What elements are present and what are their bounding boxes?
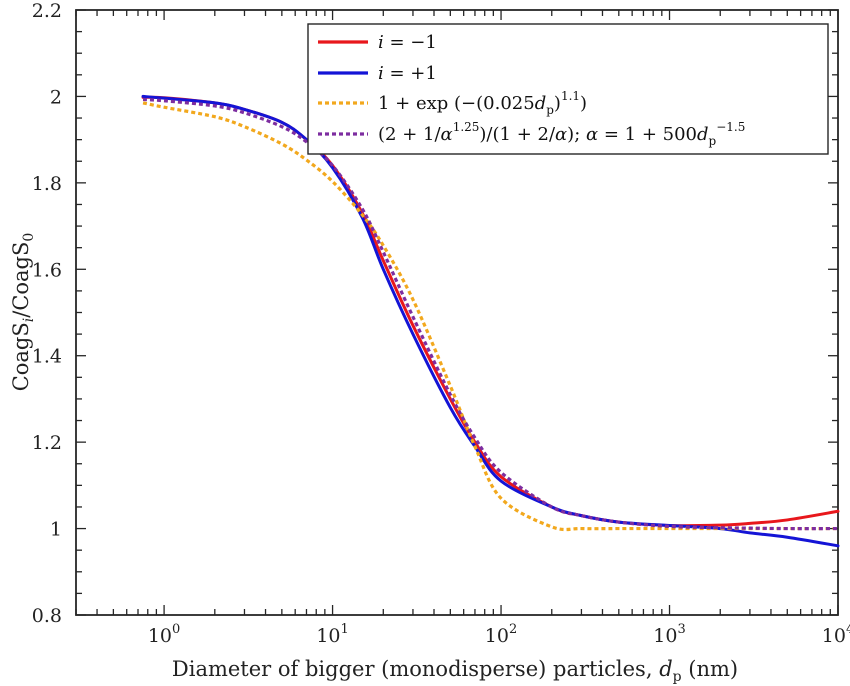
legend-label-part: 1 + exp (−(0.025 bbox=[378, 93, 535, 114]
x-tick-label-base: 10 bbox=[485, 625, 509, 647]
legend-label-part: i bbox=[378, 63, 384, 84]
y-axis-title-subscript-i: i bbox=[21, 318, 37, 322]
legend-label-part: ); bbox=[567, 124, 586, 145]
series-line-1 bbox=[141, 95, 840, 528]
x-axis-title-text: Diameter of bigger (monodisperse) partic… bbox=[172, 657, 659, 681]
legend-label-part: (2 + 1/ bbox=[378, 124, 441, 145]
x-tick-label-exponent: 3 bbox=[677, 622, 685, 637]
y-tick-label: 1.4 bbox=[32, 346, 62, 368]
x-tick-label-base: 10 bbox=[316, 625, 340, 647]
legend-label-part: ) bbox=[580, 93, 587, 114]
x-axis-ticks: 100101102103104 bbox=[75, 10, 850, 647]
x-tick-label-exponent: 2 bbox=[509, 622, 517, 637]
legend-label-3: 1 + exp (−(0.025dp)1.1) bbox=[378, 89, 587, 117]
legend: i = −1i = +11 + exp (−(0.025dp)1.1)(2 + … bbox=[307, 23, 829, 155]
legend-box bbox=[307, 23, 829, 155]
x-tick-label-exponent: 0 bbox=[172, 622, 180, 637]
legend-label-part: )/(1 + 2/ bbox=[479, 124, 556, 145]
legend-label-part: p bbox=[546, 103, 554, 117]
x-tick-label-base: 10 bbox=[653, 625, 677, 647]
legend-label-part: = −1 bbox=[384, 32, 437, 53]
legend-label-part: α bbox=[441, 124, 453, 145]
x-axis-title-unit: (nm) bbox=[682, 657, 739, 681]
x-axis-title-symbol: d bbox=[659, 657, 672, 681]
legend-label-2: i = +1 bbox=[378, 63, 437, 84]
legend-label-part: −1.5 bbox=[716, 120, 745, 134]
y-tick-label: 1.8 bbox=[32, 173, 62, 195]
legend-label-part: i bbox=[378, 32, 384, 53]
x-axis-title-subscript: p bbox=[673, 669, 682, 685]
x-tick-label-exponent: 1 bbox=[341, 622, 349, 637]
legend-label-part: ) bbox=[554, 93, 561, 114]
y-tick-label: 1 bbox=[50, 519, 62, 541]
legend-label-part: p bbox=[709, 134, 717, 148]
series-lines bbox=[141, 94, 840, 548]
legend-label-part: d bbox=[697, 124, 709, 145]
legend-label-part: = 1 + 500 bbox=[598, 124, 697, 145]
x-axis-title: Diameter of bigger (monodisperse) partic… bbox=[172, 657, 738, 685]
legend-label-part: d bbox=[535, 93, 547, 114]
x-tick-label: 104 bbox=[822, 622, 850, 647]
y-axis-title-slash: /CoagS bbox=[9, 242, 33, 318]
x-tick-label: 100 bbox=[148, 622, 180, 647]
x-tick-label: 103 bbox=[653, 622, 685, 647]
y-tick-label: 2 bbox=[50, 86, 62, 108]
y-axis-title: CoagSi/CoagS0 bbox=[9, 233, 37, 392]
legend-label-1: i = −1 bbox=[378, 32, 437, 53]
legend-label-4: (2 + 1/α1.25)/(1 + 2/α); α = 1 + 500dp−1… bbox=[378, 120, 745, 148]
y-axis-title-numerator: CoagS bbox=[9, 322, 33, 391]
x-tick-label: 102 bbox=[485, 622, 517, 647]
y-tick-label: 1.6 bbox=[32, 259, 62, 281]
y-tick-label: 2.2 bbox=[32, 0, 62, 22]
legend-label-part: 1.1 bbox=[561, 89, 580, 103]
x-tick-label-base: 10 bbox=[148, 625, 172, 647]
x-tick-label-exponent: 4 bbox=[846, 622, 850, 637]
y-tick-label: 0.8 bbox=[32, 605, 62, 627]
x-tick-label: 101 bbox=[316, 622, 348, 647]
series-line-4 bbox=[142, 97, 839, 531]
legend-label-part: α bbox=[555, 124, 567, 145]
series-line-2 bbox=[141, 94, 840, 548]
legend-label-part: 1.25 bbox=[453, 120, 480, 134]
y-axis-ticks: 0.8 1 1.2 1.4 1.6 1.8 2 2.2 bbox=[32, 0, 838, 627]
y-tick-label: 1.2 bbox=[32, 432, 62, 454]
x-tick-label-base: 10 bbox=[822, 625, 846, 647]
legend-label-part: α bbox=[586, 124, 598, 145]
y-axis-title-subscript-0: 0 bbox=[21, 233, 37, 242]
legend-label-part: = +1 bbox=[384, 63, 437, 84]
